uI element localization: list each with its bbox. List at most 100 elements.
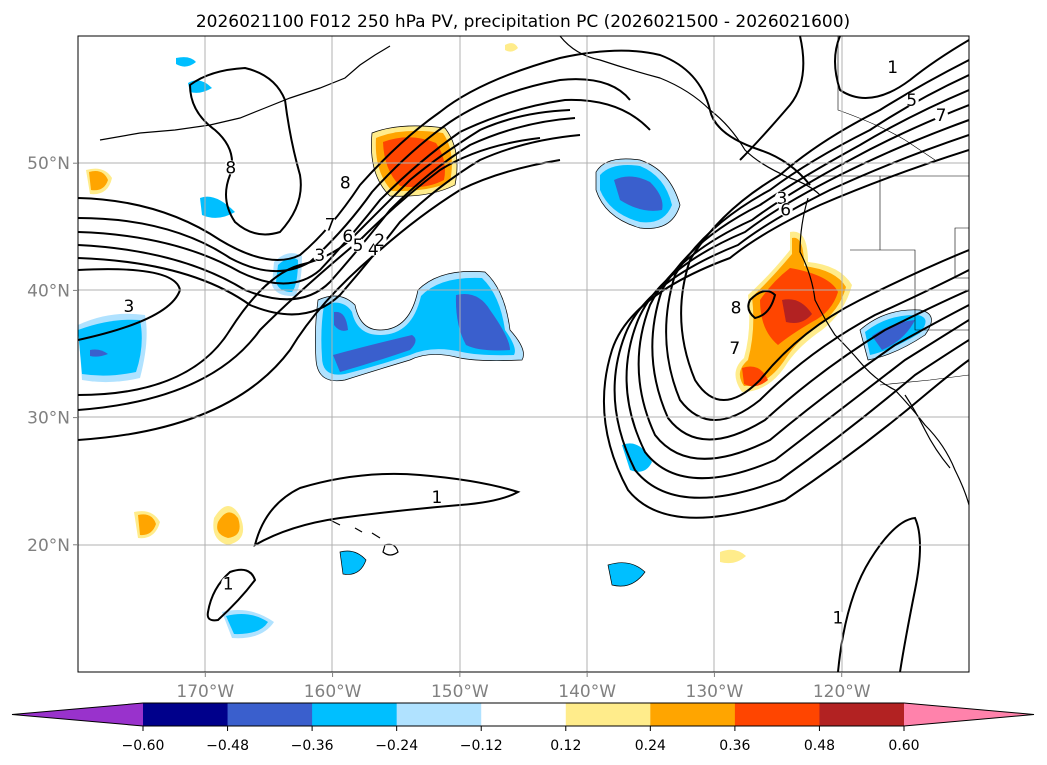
colorbar-extend-min: [12, 703, 143, 726]
precip-blob: [505, 43, 518, 52]
pv-contour: [834, 36, 969, 99]
lon-tick-label: 120°W: [813, 682, 871, 702]
pv-contour: [78, 159, 561, 441]
precip-blob: [334, 311, 348, 331]
pv-contour-label: 8: [340, 174, 351, 194]
pv-label-halo: [778, 202, 793, 217]
pv-label-halo: [221, 576, 236, 591]
pv-contour-label: 5: [906, 91, 917, 111]
colorbar-tick-label: 0.12: [550, 738, 581, 754]
pv-label-halo: [312, 248, 327, 263]
pv-contour: [602, 149, 969, 519]
lon-tick-label: 150°W: [431, 682, 489, 702]
border-mexico: [879, 374, 969, 386]
pv-contour-label: 6: [780, 200, 791, 220]
precip-positive-shading: [86, 43, 852, 564]
colorbar-tick-label: 0.24: [635, 738, 666, 754]
pv-contour: [78, 134, 581, 316]
precip-outline: [339, 550, 367, 575]
pv-contour-label: 7: [325, 216, 336, 236]
pv-contour: [78, 98, 651, 285]
pv-label-halo: [729, 300, 744, 315]
colorbar: −0.60 −0.48 −0.36 −0.24 −0.12 0.12 0.24 0.36 0.4…: [11, 702, 1035, 754]
chart-title: 2026021100 F012 250 hPa PV, precipitatio…: [196, 12, 850, 32]
colorbar-tick-label: −0.60: [122, 738, 165, 754]
precip-blob: [742, 366, 768, 387]
precip-blob: [333, 335, 416, 372]
colorbar-segment: [481, 703, 567, 726]
pv-contour-label: 1: [832, 609, 843, 629]
colorbar-segment: [396, 703, 482, 726]
pv-contour-label: 3: [776, 189, 787, 209]
lat-tick-label: 20°N: [27, 536, 70, 556]
pv-label-halo: [340, 229, 355, 244]
lon-tick-label: 140°W: [558, 682, 616, 702]
pv-label-halo: [830, 610, 845, 625]
pv-contour: [637, 104, 969, 460]
precip-blob: [340, 551, 366, 575]
pv-contour: [253, 472, 521, 548]
precip-blob: [200, 196, 235, 218]
pv-label-halo: [323, 217, 338, 232]
pv-label-halo: [351, 237, 366, 252]
border-alaska: [837, 36, 936, 161]
precip-blob: [608, 562, 645, 587]
lat-tick-label: 50°N: [27, 154, 70, 174]
precip-blob: [782, 299, 812, 323]
colorbar-tick-label: −0.24: [375, 738, 418, 754]
pv-label-halo: [904, 92, 919, 107]
precip-blob: [176, 57, 196, 67]
pv-label-halo: [933, 108, 948, 123]
precip-outline: [607, 562, 646, 587]
pv-contour: [613, 134, 969, 499]
colorbar-tick-label: 0.60: [888, 738, 919, 754]
precip-blob: [614, 176, 663, 211]
colorbar-tick-label: −0.12: [460, 738, 503, 754]
lon-tick-label: 130°W: [686, 682, 744, 702]
lon-tick-labels: 170°W 160°W 150°W 140°W 130°W 120°W: [176, 672, 871, 702]
lon-tick-label: 160°W: [304, 682, 362, 702]
pv-contour-label: 1: [432, 488, 443, 508]
pv-contour: [665, 74, 969, 421]
precip-blob: [89, 171, 108, 191]
pv-contour-label: 1: [223, 574, 234, 594]
colorbar-tick-label: −0.48: [206, 738, 249, 754]
pv-contour-label: 1: [887, 58, 898, 78]
precip-blob: [217, 512, 240, 538]
pv-contour: [739, 36, 805, 161]
precip-negative-shading: [78, 57, 932, 639]
colorbar-segment: [227, 703, 313, 726]
map-frame: [77, 35, 970, 673]
colorbar-segment: [565, 703, 651, 726]
precip-blob: [188, 80, 212, 93]
gridlines: [78, 36, 969, 672]
precip-blob: [138, 514, 156, 536]
pv-label-halo: [121, 299, 136, 314]
coastline-baja: [904, 394, 951, 469]
pv-contour-label: 7: [729, 339, 740, 359]
colorbar-tick-label: 0.36: [719, 738, 750, 754]
pv-contour-label: 3: [124, 297, 135, 317]
lat-tick-label: 30°N: [27, 409, 70, 429]
pv-label-halo: [223, 160, 238, 175]
pv-contour-label: 3: [314, 246, 325, 266]
pv-contour: [78, 137, 541, 411]
pv-label-halo: [885, 59, 900, 74]
precip-blob: [226, 614, 268, 635]
pv-label-halo: [429, 489, 444, 504]
colorbar-tick-label: −0.36: [291, 738, 334, 754]
precip-outline: [314, 271, 524, 382]
pv-contour-label: 8: [731, 298, 742, 318]
colorbar-segment: [312, 703, 398, 726]
coastline-alaska-aleutians: [99, 45, 391, 141]
precip-outline: [859, 309, 932, 361]
colorbar-tick-label: 0.48: [804, 738, 835, 754]
coastline-hawaii: [329, 519, 399, 556]
pv-contour: [747, 290, 777, 320]
lat-tick-labels: 20°N 30°N 40°N 50°N: [27, 154, 78, 556]
pv-label-halo: [727, 341, 742, 355]
pv-contour: [837, 516, 921, 672]
lon-tick-label: 170°W: [176, 682, 234, 702]
precip-outline: [371, 125, 458, 197]
